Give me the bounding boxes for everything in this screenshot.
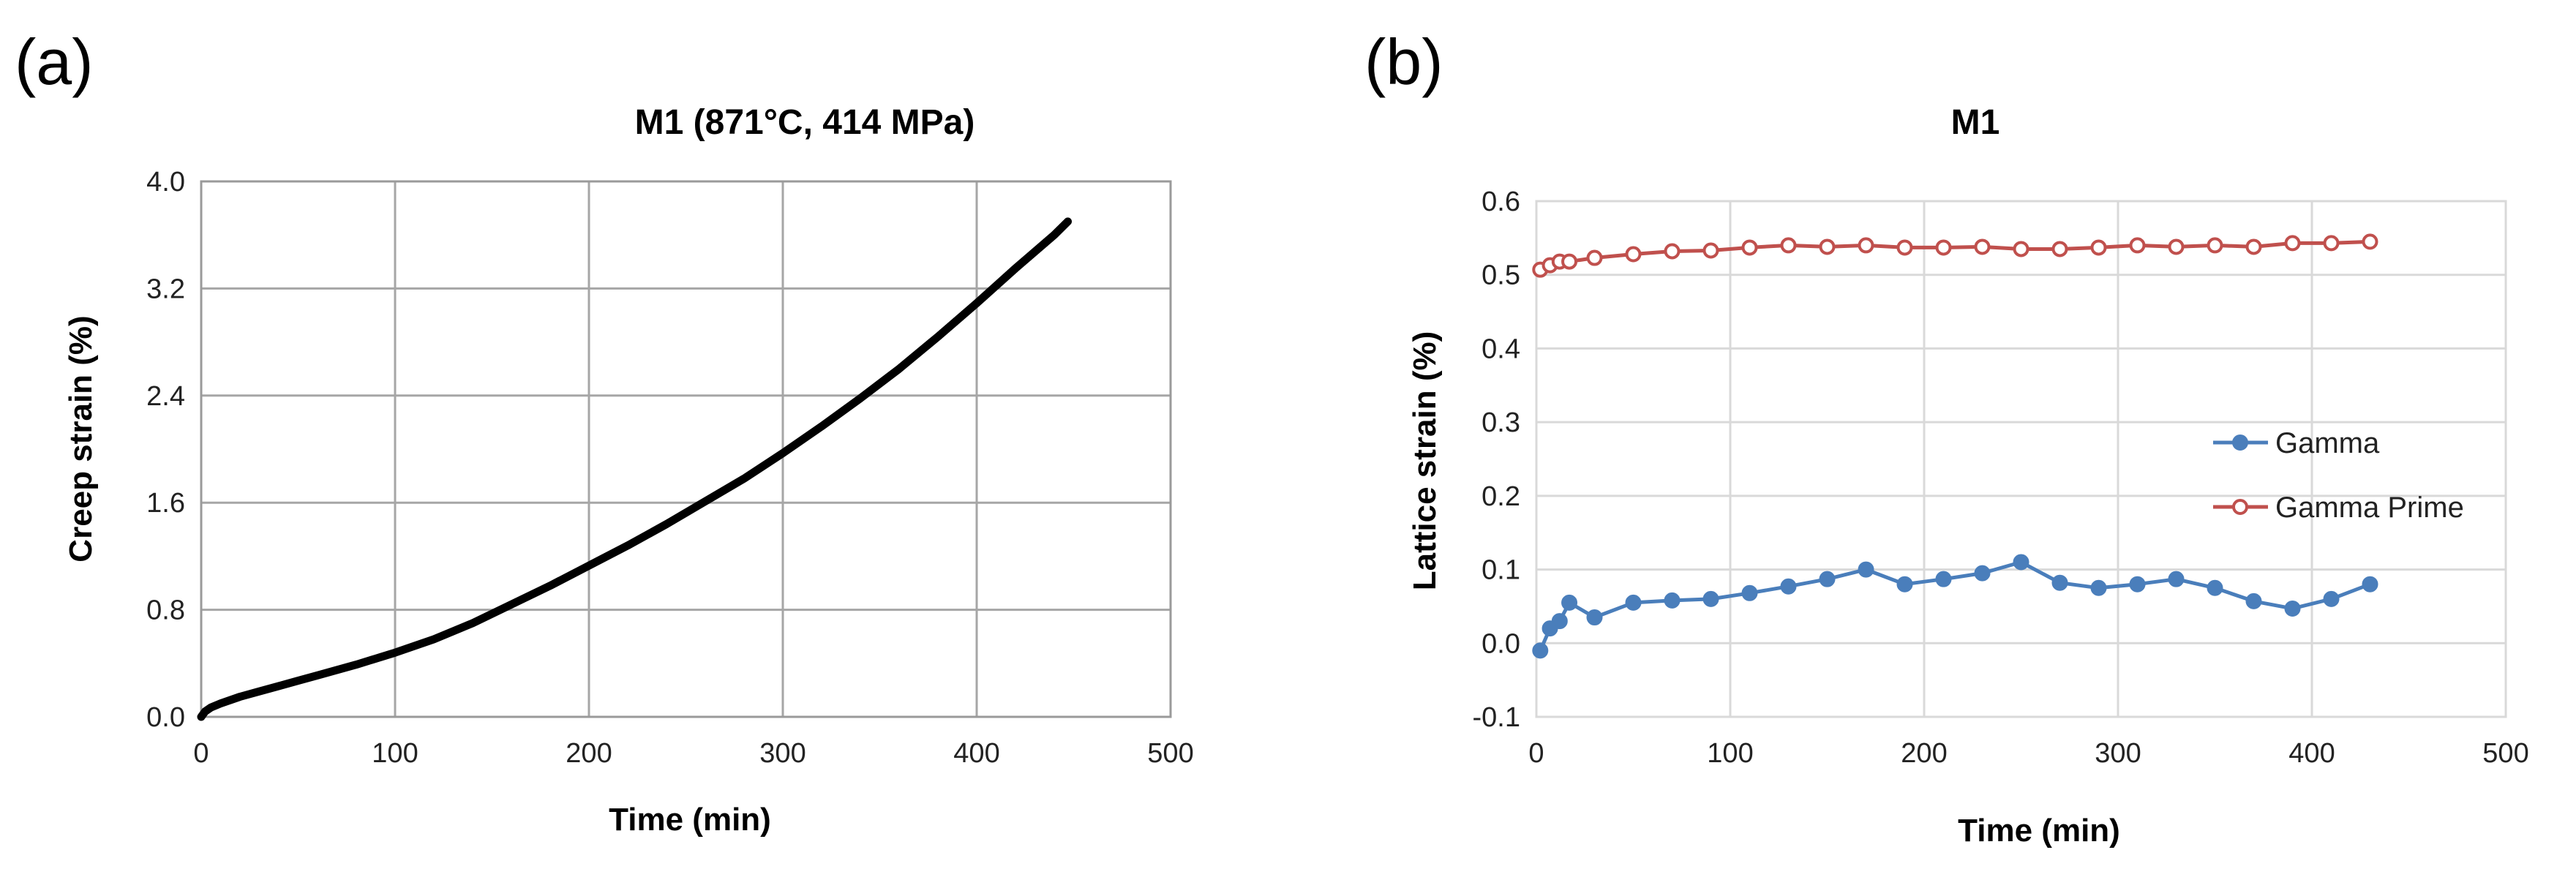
x-tick-label: 500 bbox=[2482, 738, 2528, 769]
data-point-gamma-prime bbox=[1625, 246, 1642, 263]
data-point-gamma-prime bbox=[2245, 238, 2262, 255]
x-tick-label: 300 bbox=[2095, 738, 2141, 769]
data-point-gamma bbox=[2323, 590, 2340, 607]
y-axis-title-a: Creep strain (%) bbox=[63, 315, 99, 562]
data-point-gamma-prime bbox=[2090, 239, 2107, 256]
y-tick-label: 0.6 bbox=[1482, 187, 1520, 217]
data-point-gamma-prime bbox=[1974, 238, 1991, 255]
data-point-gamma bbox=[2168, 571, 2185, 587]
panel-a: (a) M1 (871°C, 414 MPa) 0.0 0.8 1.6 2.4 3.2 4… bbox=[15, 26, 1194, 838]
data-point-gamma-prime bbox=[2013, 241, 2029, 257]
data-point-gamma-prime bbox=[1896, 239, 1913, 256]
data-point-gamma-prime bbox=[2051, 241, 2068, 257]
x-axis-title-b: Time (min) bbox=[1958, 813, 2120, 849]
y-tick-label: -0.1 bbox=[1473, 702, 1520, 733]
data-point-gamma-prime bbox=[2323, 235, 2340, 252]
chart-title-b: M1 bbox=[1951, 103, 2000, 142]
y-tick-label: 2.4 bbox=[146, 381, 185, 412]
x-tick-label: 0 bbox=[193, 738, 209, 769]
legend-b: Gamma Gamma Prime bbox=[2213, 427, 2464, 524]
data-point-gamma-prime bbox=[2168, 238, 2185, 255]
data-point-gamma bbox=[2051, 574, 2068, 591]
data-point-gamma-prime bbox=[1586, 249, 1603, 266]
panel-b: (b) M1 -0.1 0.0 0.1 0.2 0.3 0.4 0.5 0.6 0 100 200… bbox=[1364, 26, 2529, 849]
series-line-gamma-prime bbox=[1538, 239, 2372, 272]
y-tick-label: 0.4 bbox=[1482, 334, 1520, 364]
data-point-gamma bbox=[1561, 594, 1578, 611]
y-tick-label: 0.1 bbox=[1482, 555, 1520, 586]
data-point-gamma bbox=[1551, 613, 1568, 630]
y-tick-label: 0.0 bbox=[1482, 628, 1520, 659]
x-tick-label: 100 bbox=[372, 738, 418, 769]
legend-label: Gamma Prime bbox=[2275, 492, 2464, 524]
data-point-gamma-prime bbox=[1935, 239, 1952, 256]
y-tick-label: 3.2 bbox=[146, 274, 185, 304]
series-b bbox=[1532, 233, 2378, 659]
data-point-gamma bbox=[1780, 578, 1797, 595]
data-point-gamma bbox=[2207, 579, 2223, 596]
data-point-gamma bbox=[1586, 609, 1603, 626]
legend-marker bbox=[2232, 434, 2248, 451]
data-point-gamma-prime bbox=[1819, 238, 1836, 255]
series-line-creep-strain bbox=[197, 217, 1072, 721]
x-tick-label: 400 bbox=[953, 738, 999, 769]
y-tick-label: 0.8 bbox=[146, 595, 185, 626]
x-ticks-b: 0 100 200 300 400 500 bbox=[1528, 738, 2528, 769]
data-point-gamma-prime bbox=[2284, 235, 2301, 252]
data-point-gamma bbox=[1858, 561, 1874, 578]
data-point-gamma-prime bbox=[2207, 237, 2223, 254]
data-point-gamma-prime bbox=[1702, 242, 1719, 259]
panel-label-b: (b) bbox=[1364, 26, 1443, 98]
plot-area-b bbox=[1535, 200, 2507, 718]
x-tick-label: 400 bbox=[2288, 738, 2335, 769]
y-tick-label: 0.3 bbox=[1482, 407, 1520, 438]
data-point-gamma bbox=[2284, 600, 2301, 617]
x-tick-label: 0 bbox=[1528, 738, 1544, 769]
data-point-gamma bbox=[1935, 571, 1952, 587]
data-point-gamma bbox=[2129, 576, 2146, 592]
y-axis-title-b: Lattice strain (%) bbox=[1407, 331, 1443, 591]
x-axis-title-a: Time (min) bbox=[609, 802, 771, 838]
y-tick-label: 0.5 bbox=[1482, 260, 1520, 291]
data-point-gamma-prime bbox=[1858, 237, 1874, 254]
data-point-gamma-prime bbox=[1561, 253, 1578, 270]
y-ticks-b: -0.1 0.0 0.1 0.2 0.3 0.4 0.5 0.6 bbox=[1473, 187, 1520, 733]
data-point-gamma bbox=[2245, 592, 2262, 609]
chart-title-a: M1 (871°C, 414 MPa) bbox=[635, 103, 975, 142]
y-tick-label: 4.0 bbox=[146, 167, 185, 198]
y-tick-label: 1.6 bbox=[146, 488, 185, 519]
x-tick-label: 100 bbox=[1707, 738, 1753, 769]
data-point-gamma bbox=[2362, 576, 2378, 592]
data-point-gamma bbox=[2013, 554, 2029, 571]
series-line-gamma bbox=[1538, 560, 2372, 652]
plot-area-a bbox=[200, 180, 1172, 718]
data-point-gamma-prime bbox=[1741, 239, 1758, 256]
panel-label-a: (a) bbox=[15, 26, 94, 98]
y-tick-label: 0.2 bbox=[1482, 481, 1520, 512]
data-point-gamma bbox=[1532, 642, 1549, 659]
data-point-gamma-prime bbox=[1664, 243, 1681, 260]
data-point-gamma bbox=[1896, 576, 1913, 592]
x-ticks-a: 0 100 200 300 400 500 bbox=[193, 738, 1193, 769]
series-a bbox=[197, 217, 1072, 721]
data-point-gamma bbox=[1702, 590, 1719, 607]
y-ticks-a: 0.0 0.8 1.6 2.4 3.2 4.0 bbox=[146, 167, 185, 733]
x-tick-label: 300 bbox=[759, 738, 806, 769]
data-point-gamma bbox=[2090, 579, 2107, 596]
legend-label: Gamma bbox=[2275, 427, 2380, 459]
data-point-gamma bbox=[1625, 594, 1642, 611]
data-point-gamma-prime bbox=[2362, 233, 2378, 250]
data-point-gamma-prime bbox=[2129, 237, 2146, 254]
x-tick-label: 200 bbox=[566, 738, 612, 769]
data-point-gamma bbox=[1974, 565, 1991, 582]
legend-marker bbox=[2232, 499, 2248, 515]
data-point-gamma bbox=[1741, 584, 1758, 601]
data-point-gamma bbox=[1664, 592, 1681, 609]
data-point-gamma-prime bbox=[1780, 237, 1797, 254]
x-tick-label: 500 bbox=[1147, 738, 1193, 769]
y-tick-label: 0.0 bbox=[146, 702, 185, 733]
data-point-gamma bbox=[1819, 571, 1836, 587]
x-tick-label: 200 bbox=[1901, 738, 1947, 769]
